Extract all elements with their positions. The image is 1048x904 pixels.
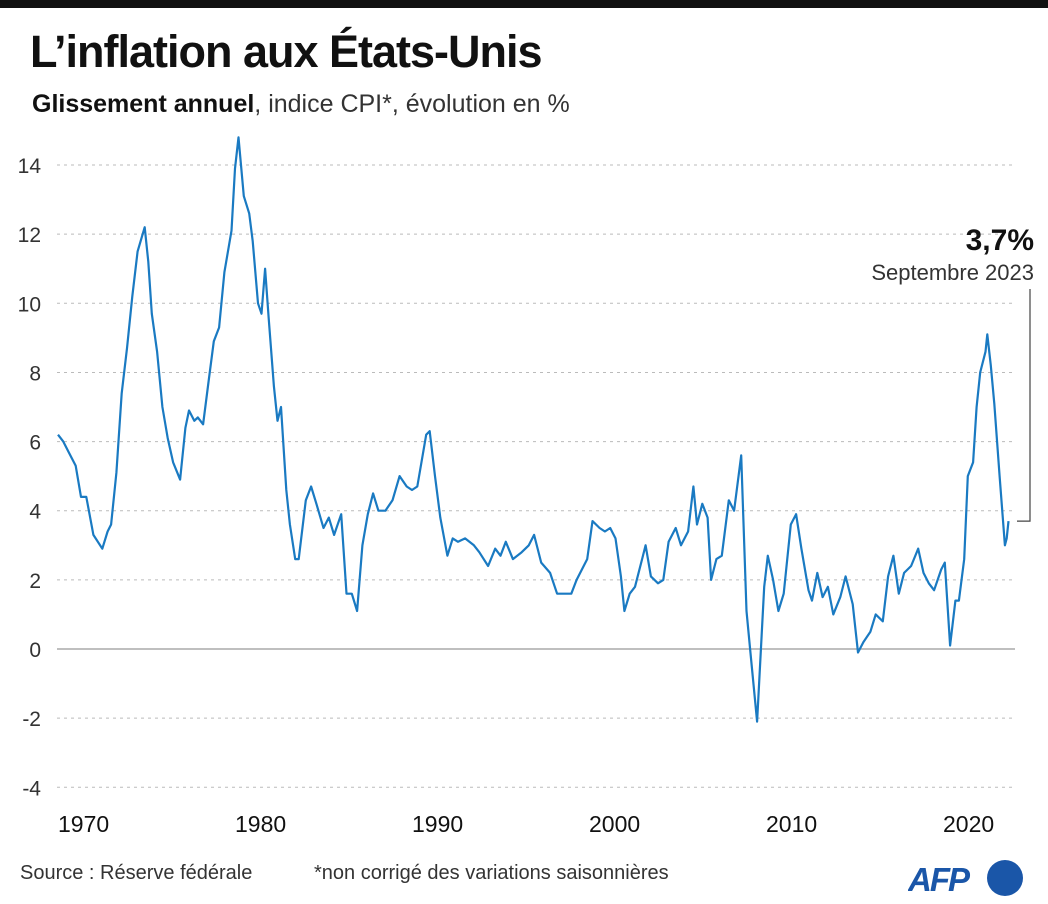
y-tick-label: 6	[29, 432, 41, 455]
y-axis-ticks: -4 -2 0 2 4 6 8 10 12 14	[18, 155, 42, 800]
x-tick-label: 2010	[766, 811, 817, 837]
source-note: Source : Réserve fédérale	[20, 862, 253, 884]
annotation-date: Septembre 2023	[871, 260, 1034, 285]
y-tick-label: 14	[18, 155, 42, 178]
series-line-cpi	[57, 136, 1010, 723]
y-tick-label: 4	[29, 501, 41, 524]
y-tick-label: 12	[18, 224, 41, 247]
y-tick-label: 2	[29, 570, 41, 593]
x-axis-ticks: 1970 1980 1990 2000 2010 2020	[58, 811, 994, 837]
chart-subtitle: Glissement annuel, indice CPI*, évolutio…	[32, 90, 570, 119]
subtitle-bold: Glissement annuel	[32, 90, 255, 118]
y-tick-label: 0	[29, 639, 41, 662]
afp-logo: AFP	[907, 858, 1026, 898]
y-tick-label: -4	[22, 777, 41, 800]
x-tick-label: 1970	[58, 811, 109, 837]
gridlines	[57, 164, 1015, 788]
svg-text:AFP: AFP	[908, 861, 971, 898]
subtitle-rest: , indice CPI*, évolution en %	[254, 90, 570, 118]
x-tick-label: 1990	[412, 811, 463, 837]
footnote: *non corrigé des variations saisonnières	[314, 862, 669, 884]
y-tick-label: -2	[22, 708, 41, 731]
y-tick-label: 8	[29, 362, 41, 385]
x-tick-label: 2000	[589, 811, 640, 837]
top-bar	[0, 0, 1048, 8]
x-tick-label: 1980	[235, 811, 286, 837]
x-tick-label: 2020	[943, 811, 994, 837]
chart-title: L’inflation aux États-Unis	[30, 26, 543, 77]
annotation-leader-line	[1017, 289, 1031, 522]
y-tick-label: 10	[18, 293, 41, 316]
annotation-value: 3,7%	[965, 224, 1034, 257]
